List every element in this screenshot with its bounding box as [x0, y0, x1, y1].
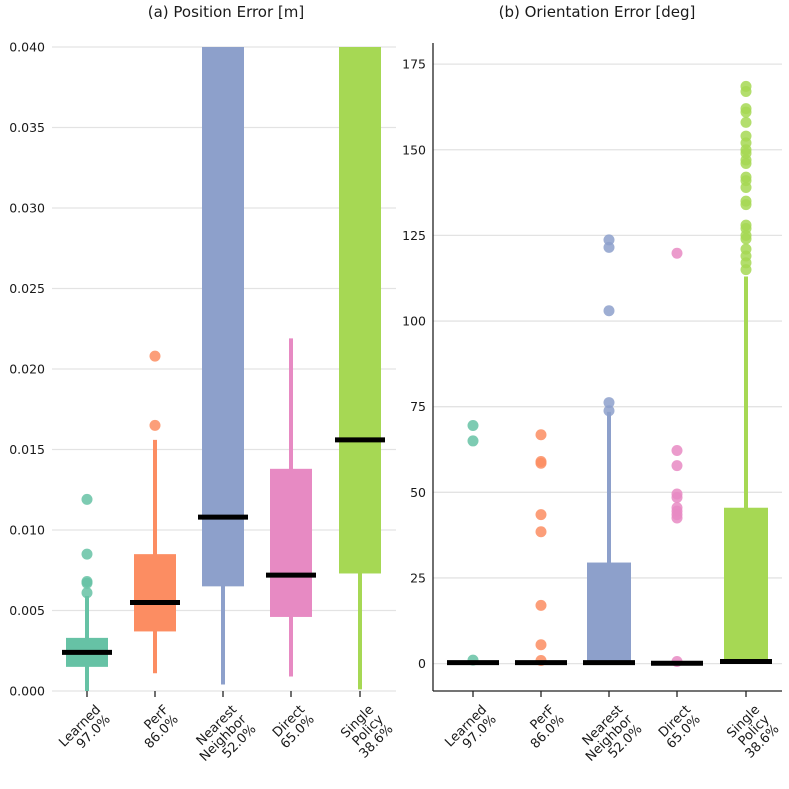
- y-tick-label: 0.005: [9, 603, 45, 618]
- outlier-point: [149, 350, 161, 362]
- box-learned: [447, 420, 499, 666]
- outlier-point: [740, 195, 752, 207]
- outlier-point: [603, 234, 615, 246]
- y-tick-label: 0.030: [9, 201, 45, 216]
- y-tick-label: 0.040: [9, 40, 45, 55]
- outlier-point: [740, 171, 752, 183]
- y-tick-label: 0.010: [9, 523, 45, 538]
- category-label-single-policy: SinglePolicy38.6%: [337, 702, 396, 761]
- y-tick-label: 50: [410, 485, 426, 500]
- box-direct: [266, 338, 316, 677]
- y-tick-label: 75: [410, 399, 426, 414]
- panel-position-error: (a) Position Error [m] 0.000 0.005 0.010 0.…: [9, 3, 396, 774]
- box-direct: [651, 247, 703, 668]
- outlier-point: [81, 576, 93, 588]
- box-body-direct: [270, 468, 312, 617]
- outlier-point: [740, 243, 752, 255]
- outlier-point: [535, 455, 547, 467]
- box-body-perf: [134, 554, 176, 632]
- box-body-single-policy: [339, 47, 381, 574]
- outlier-point: [467, 420, 479, 432]
- y-tick-label: 175: [402, 57, 426, 72]
- category-label-direct: Direct65.0%: [654, 702, 703, 751]
- outlier-point: [740, 130, 752, 142]
- outlier-point: [535, 599, 547, 611]
- box-nearest-neighbor: [198, 47, 248, 685]
- y-tick-label: 100: [402, 314, 426, 329]
- outlier-point: [535, 509, 547, 521]
- y-tick-label: 0.000: [9, 684, 45, 699]
- y-tick-label: 25: [410, 570, 426, 585]
- outlier-point: [535, 639, 547, 651]
- category-label-perf: PerF86.0%: [518, 702, 567, 751]
- y-tick-label: 0.025: [9, 281, 45, 296]
- outlier-point: [535, 526, 547, 538]
- box-single-policy: [335, 47, 385, 690]
- outlier-point: [603, 241, 615, 253]
- outlier-point: [81, 587, 93, 599]
- outlier-point: [535, 429, 547, 441]
- box-nearest-neighbor: [583, 234, 635, 666]
- y-tick-label: 0: [418, 656, 426, 671]
- outlier-point: [740, 103, 752, 115]
- outlier-point: [671, 460, 683, 472]
- box-body-nearest-neighbor: [202, 47, 244, 587]
- outlier-point: [740, 219, 752, 231]
- outlier-point: [467, 435, 479, 447]
- box-body-nearest-neighbor: [587, 562, 631, 664]
- outlier-point: [671, 488, 683, 500]
- outlier-point: [740, 80, 752, 92]
- category-label-nearest-neighbor: NearestNeighbor52.0%: [573, 702, 645, 774]
- panel-orientation-error: (b) Orientation Error [deg] 0 25 50 75 100 12…: [402, 3, 782, 774]
- box-learned: [62, 493, 112, 691]
- outlier-point: [149, 419, 161, 431]
- y-tick-label: 0.020: [9, 362, 45, 377]
- box-body-single-policy: [724, 507, 768, 664]
- category-label-learned: Learned97.0%: [442, 702, 499, 759]
- outlier-point: [603, 405, 615, 417]
- outlier-point: [81, 493, 93, 505]
- outlier-point: [671, 502, 683, 514]
- outlier-point: [603, 305, 615, 317]
- outlier-point: [81, 548, 93, 560]
- y-tick-label: 150: [402, 142, 426, 157]
- outlier-point: [740, 116, 752, 128]
- y-tick-label: 0.035: [9, 120, 45, 135]
- outlier-point: [671, 247, 683, 259]
- box-perf: [130, 350, 180, 674]
- category-label-direct: Direct65.0%: [268, 702, 317, 751]
- category-label-single-policy: SinglePolicy38.6%: [723, 702, 782, 761]
- outlier-point: [603, 397, 615, 409]
- category-label-perf: PerF86.0%: [132, 702, 181, 751]
- box-single-policy: [720, 80, 772, 665]
- outlier-point: [671, 445, 683, 457]
- category-label-nearest-neighbor: NearestNeighbor52.0%: [187, 702, 259, 774]
- y-tick-label: 125: [402, 228, 426, 243]
- category-label-learned: Learned97.0%: [56, 702, 113, 759]
- panel-title-position-error: (a) Position Error [m]: [148, 3, 304, 21]
- y-tick-label: 0.015: [9, 442, 45, 457]
- panel-title-orientation-error: (b) Orientation Error [deg]: [499, 3, 696, 21]
- box-perf: [515, 429, 567, 667]
